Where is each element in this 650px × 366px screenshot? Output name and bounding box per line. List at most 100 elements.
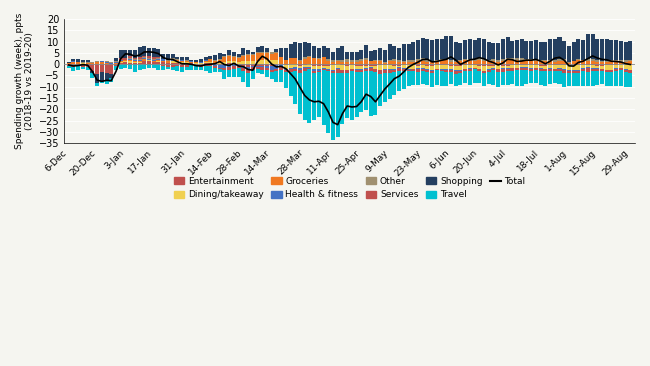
Bar bbox=[577, 39, 580, 60]
Bar bbox=[543, 71, 547, 86]
Bar bbox=[124, 50, 127, 58]
Bar bbox=[345, 70, 349, 73]
Bar bbox=[571, 65, 576, 71]
Bar bbox=[189, 63, 194, 64]
Bar bbox=[119, 50, 123, 58]
Bar bbox=[109, 61, 113, 63]
Bar bbox=[345, 52, 349, 60]
Bar bbox=[548, 65, 552, 68]
Bar bbox=[444, 60, 448, 64]
Bar bbox=[562, 73, 566, 87]
Bar bbox=[222, 65, 226, 68]
Bar bbox=[322, 57, 326, 64]
Bar bbox=[397, 64, 401, 66]
Bar bbox=[378, 70, 382, 71]
Bar bbox=[109, 78, 113, 82]
Bar bbox=[307, 43, 311, 56]
Bar bbox=[222, 64, 226, 65]
Bar bbox=[581, 69, 585, 71]
Bar bbox=[298, 64, 302, 66]
Bar bbox=[260, 70, 265, 74]
Bar bbox=[227, 63, 231, 64]
Bar bbox=[147, 58, 151, 59]
Bar bbox=[307, 67, 311, 68]
Bar bbox=[208, 64, 213, 66]
Bar bbox=[317, 58, 321, 59]
Bar bbox=[406, 64, 411, 65]
Bar bbox=[510, 59, 514, 60]
Bar bbox=[335, 61, 340, 64]
Bar bbox=[133, 59, 137, 60]
Bar bbox=[454, 61, 458, 62]
Bar bbox=[114, 61, 118, 62]
Bar bbox=[100, 69, 104, 72]
Bar bbox=[76, 61, 80, 62]
Bar bbox=[435, 65, 439, 69]
Bar bbox=[185, 64, 188, 67]
Bar bbox=[331, 71, 335, 73]
Bar bbox=[270, 70, 274, 72]
Bar bbox=[369, 68, 372, 71]
Bar bbox=[411, 69, 415, 70]
Bar bbox=[359, 59, 363, 61]
Bar bbox=[213, 68, 217, 72]
Bar bbox=[435, 70, 439, 85]
Legend: Entertainment, Dining/takeaway, Groceries, Health & fitness, Other, Services, Sh: Entertainment, Dining/takeaway, Grocerie… bbox=[170, 173, 529, 203]
Bar bbox=[203, 67, 207, 71]
Bar bbox=[552, 65, 557, 69]
Bar bbox=[406, 71, 411, 86]
Bar bbox=[487, 60, 491, 61]
Bar bbox=[364, 68, 368, 69]
Bar bbox=[147, 61, 151, 64]
Bar bbox=[425, 66, 430, 69]
Bar bbox=[439, 59, 443, 61]
Bar bbox=[397, 48, 401, 60]
Bar bbox=[454, 62, 458, 64]
Bar bbox=[449, 70, 453, 72]
Bar bbox=[72, 66, 75, 67]
Bar bbox=[591, 69, 595, 71]
Bar bbox=[284, 60, 288, 64]
Bar bbox=[406, 70, 411, 71]
Bar bbox=[176, 59, 179, 60]
Bar bbox=[289, 67, 292, 70]
Bar bbox=[119, 64, 123, 68]
Bar bbox=[208, 56, 213, 59]
Bar bbox=[227, 70, 231, 77]
Bar bbox=[67, 66, 71, 68]
Bar bbox=[425, 70, 430, 72]
Bar bbox=[586, 34, 590, 59]
Bar bbox=[619, 64, 623, 68]
Bar bbox=[255, 67, 259, 68]
Bar bbox=[95, 71, 99, 74]
Bar bbox=[284, 72, 288, 88]
Bar bbox=[303, 64, 307, 65]
Bar bbox=[359, 61, 363, 64]
Bar bbox=[571, 42, 576, 61]
Bar bbox=[482, 74, 486, 86]
Bar bbox=[586, 72, 590, 86]
Bar bbox=[577, 73, 580, 86]
Bar bbox=[170, 67, 175, 70]
Bar bbox=[510, 41, 514, 59]
Bar bbox=[416, 64, 420, 66]
Bar bbox=[539, 66, 543, 68]
Bar bbox=[161, 66, 165, 70]
Bar bbox=[227, 55, 231, 56]
Bar bbox=[279, 70, 283, 82]
Bar bbox=[510, 64, 514, 65]
Bar bbox=[374, 72, 378, 115]
Bar bbox=[473, 68, 476, 69]
Bar bbox=[90, 64, 94, 69]
Bar bbox=[529, 71, 533, 83]
Bar bbox=[463, 68, 467, 69]
Bar bbox=[468, 64, 472, 66]
Bar bbox=[411, 70, 415, 71]
Bar bbox=[421, 59, 424, 61]
Bar bbox=[543, 68, 547, 70]
Bar bbox=[610, 60, 614, 61]
Bar bbox=[147, 56, 151, 58]
Bar bbox=[567, 62, 571, 63]
Bar bbox=[138, 61, 142, 62]
Bar bbox=[355, 70, 359, 72]
